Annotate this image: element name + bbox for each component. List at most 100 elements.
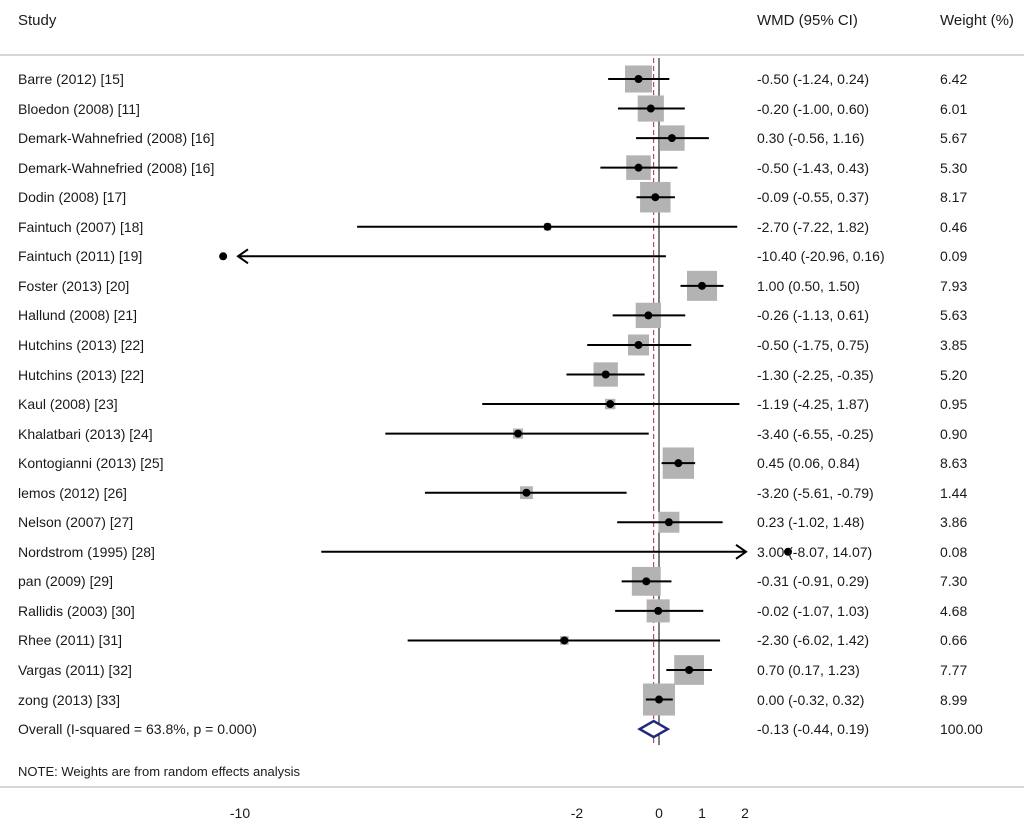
x-tick-label: 2 [741, 805, 749, 821]
point-estimate [522, 488, 531, 497]
study-ci-text: -1.30 (-2.25, -0.35) [757, 366, 874, 383]
study-weight-text: 5.30 [940, 159, 968, 176]
overall-weight-text: 100.00 [940, 721, 983, 738]
study-ci-text: -0.09 (-0.55, 0.37) [757, 189, 870, 206]
x-tick-label: 0 [655, 805, 663, 821]
point-estimate [784, 547, 792, 556]
study-ci-text: -0.50 (-1.43, 0.43) [757, 159, 870, 176]
point-estimate [514, 429, 523, 438]
study-weight-text: 0.95 [940, 396, 968, 413]
header-weight: Weight (%) [940, 12, 1014, 29]
study-label: zong (2013) [33] [18, 691, 120, 708]
point-estimate [664, 518, 673, 527]
point-estimate [667, 134, 676, 143]
header-wmd: WMD (95% CI) [757, 12, 858, 29]
study-weight-text: 0.46 [940, 218, 968, 235]
weights-note: NOTE: Weights are from random effects an… [18, 764, 301, 779]
study-ci-text: 1.00 (0.50, 1.50) [757, 277, 860, 294]
study-ci-text: 0.00 (-0.32, 0.32) [757, 691, 865, 708]
study-weight-text: 5.20 [940, 366, 968, 383]
point-estimate [655, 695, 663, 704]
study-weight-text: 7.77 [940, 662, 968, 678]
study-ci-text: -10.40 (-20.96, 0.16) [757, 248, 885, 265]
study-label: Rhee (2011) [31] [18, 632, 123, 649]
point-estimate [606, 400, 615, 409]
study-ci-text: -2.30 (-6.02, 1.42) [757, 632, 870, 649]
study-label: Demark-Wahnefried (2008) [16] [18, 159, 215, 176]
study-ci-text: -1.19 (-4.25, 1.87) [757, 396, 870, 413]
study-weight-text: 6.42 [940, 71, 968, 87]
study-weight-text: 0.90 [940, 425, 968, 442]
x-tick-label: 1 [698, 805, 706, 821]
header-study: Study [18, 12, 57, 29]
study-label: Bloedon (2008) [11] [18, 100, 140, 117]
study-label: Hutchins (2013) [22] [18, 336, 145, 353]
study-weight-text: 8.17 [940, 189, 968, 206]
study-weight-text: 6.01 [940, 100, 968, 117]
study-ci-text: -3.20 (-5.61, -0.79) [757, 484, 874, 501]
study-label: lemos (2012) [26] [18, 484, 127, 501]
study-weight-text: 4.68 [940, 602, 968, 619]
ci-arrow-right [735, 543, 748, 560]
point-estimate [634, 75, 643, 83]
point-estimate [634, 340, 643, 349]
study-label: Nelson (2007) [27] [18, 514, 134, 531]
study-label: Khalatbari (2013) [24] [18, 425, 153, 442]
study-weight-text: 0.66 [940, 632, 968, 649]
point-estimate [219, 252, 228, 261]
study-label: Demark-Wahnefried (2008) [16] [18, 130, 215, 147]
study-ci-text: -2.70 (-7.22, 1.82) [757, 218, 870, 235]
study-weight-text: 0.09 [940, 248, 968, 265]
study-label: Hutchins (2013) [22] [18, 366, 145, 383]
study-label: Faintuch (2007) [18] [18, 218, 144, 235]
point-estimate [560, 636, 569, 645]
study-label: Faintuch (2011) [19] [18, 248, 143, 265]
point-estimate [543, 222, 552, 231]
study-weight-text: 3.85 [940, 336, 968, 353]
study-weight-text: 8.63 [940, 455, 968, 472]
point-estimate [698, 281, 706, 290]
study-label: Vargas (2011) [32] [18, 662, 132, 678]
x-tick-label: -10 [230, 805, 250, 821]
point-estimate [644, 311, 653, 320]
study-weight-text: 5.67 [940, 130, 968, 147]
overall-label: Overall (I-squared = 63.8%, p = 0.000) [18, 721, 257, 738]
study-label: pan (2009) [29] [18, 573, 113, 590]
point-estimate [646, 104, 655, 113]
study-weight-text: 8.99 [940, 691, 968, 708]
study-ci-text: -0.02 (-1.07, 1.03) [757, 602, 870, 619]
study-weight-text: 1.44 [940, 484, 968, 501]
point-estimate [634, 163, 643, 172]
study-label: Barre (2012) [15] [18, 71, 124, 87]
study-label: Foster (2013) [20] [18, 277, 130, 294]
ci-arrow-left [236, 248, 249, 265]
study-ci-text: 3.00 (-8.07, 14.07) [757, 543, 873, 560]
study-ci-text: -0.31 (-0.91, 0.29) [757, 573, 870, 590]
study-label: Nordstrom (1995) [28] [18, 543, 155, 560]
study-ci-text: -0.26 (-1.13, 0.61) [757, 307, 870, 324]
study-label: Rallidis (2003) [30] [18, 602, 135, 619]
study-ci-text: -0.50 (-1.75, 0.75) [757, 336, 870, 353]
study-ci-text: 0.23 (-1.02, 1.48) [757, 514, 865, 531]
point-estimate [642, 577, 651, 586]
study-label: Kontogianni (2013) [25] [18, 455, 164, 472]
study-ci-text: 0.45 (0.06, 0.84) [757, 455, 860, 472]
point-estimate [685, 666, 694, 674]
x-tick-label: -2 [571, 805, 584, 821]
study-label: Kaul (2008) [23] [18, 396, 118, 413]
study-weight-text: 3.86 [940, 514, 968, 531]
point-estimate [674, 459, 683, 468]
study-ci-text: 0.70 (0.17, 1.23) [757, 662, 860, 678]
point-estimate [601, 370, 610, 379]
study-label: Hallund (2008) [21] [18, 307, 138, 324]
study-weight-text: 5.63 [940, 307, 968, 324]
study-weight-text: 7.93 [940, 277, 968, 294]
point-estimate [651, 193, 660, 202]
point-estimate [654, 606, 663, 615]
study-weight-text: 0.08 [940, 543, 968, 560]
study-ci-text: 0.30 (-0.56, 1.16) [757, 130, 865, 147]
study-ci-text: -0.20 (-1.00, 0.60) [757, 100, 870, 117]
study-ci-text: -0.50 (-1.24, 0.24) [757, 71, 870, 87]
study-label: Dodin (2008) [17] [18, 189, 127, 206]
